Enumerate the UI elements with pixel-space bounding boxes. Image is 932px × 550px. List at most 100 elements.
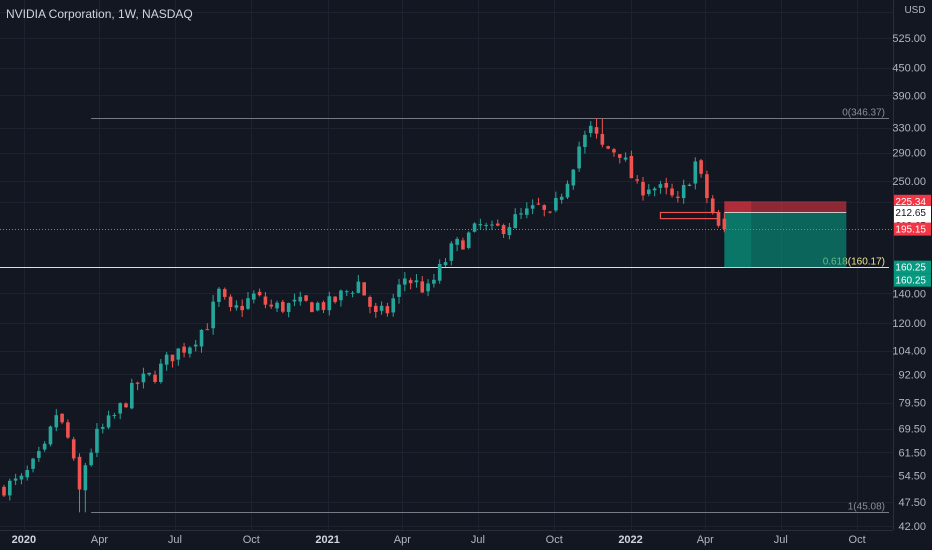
candle-body: [461, 240, 465, 250]
candle-body: [699, 160, 703, 174]
candle-body: [54, 415, 59, 428]
candle-body: [321, 302, 326, 310]
candle-body: [501, 225, 506, 234]
candle-body: [71, 439, 76, 459]
time-axis-label: Apr: [91, 534, 108, 546]
candle-body: [710, 198, 715, 213]
candle-body: [286, 303, 291, 312]
price-tag-label: 160.25: [895, 276, 926, 287]
price-axis-label: 61.50: [898, 447, 926, 459]
candle-body: [403, 278, 407, 285]
candle-body: [211, 301, 215, 329]
candle-body: [251, 293, 256, 300]
time-axis-label: Oct: [243, 534, 260, 546]
candle-body: [432, 279, 436, 284]
candle-body: [612, 149, 616, 153]
fib-retracement[interactable]: 0(346.37) 0.618(160.17) 1(45.08): [0, 108, 889, 513]
price-axis-label: 450.00: [892, 63, 926, 75]
candle-body: [617, 154, 622, 158]
candle-body: [368, 297, 372, 307]
candle-body: [356, 281, 361, 293]
candle-body: [542, 205, 547, 210]
candle-body: [594, 127, 599, 134]
candle-body: [228, 296, 233, 308]
candle-body: [536, 203, 541, 205]
candle-body: [234, 305, 239, 308]
price-tag: [894, 273, 931, 287]
candle-body: [281, 301, 285, 312]
candle-body: [327, 296, 332, 311]
candle-body: [408, 280, 413, 284]
candle-body: [19, 475, 24, 480]
candle-body: [66, 422, 70, 438]
currency-label[interactable]: USD: [901, 5, 929, 24]
candle-body: [588, 125, 593, 134]
candle-body: [199, 329, 204, 347]
candle-body: [240, 305, 244, 311]
candle-body: [426, 283, 430, 292]
price-axis-label: 92.00: [898, 369, 926, 381]
candle-body: [716, 211, 721, 226]
price-axis-label: 42.00: [898, 521, 926, 533]
position-target-progress: [724, 212, 752, 268]
candle-body: [89, 452, 93, 466]
candle-body: [641, 181, 645, 196]
candle-body: [147, 372, 152, 375]
candle-body: [42, 443, 47, 450]
candle-body: [658, 184, 663, 188]
chart-title: NVIDIA Corporation, 1W, NASDAQ: [6, 7, 193, 21]
candle-body: [95, 428, 99, 453]
candle-body: [263, 296, 268, 305]
candle-body: [548, 211, 552, 213]
fib-level-label: 1(45.08): [848, 502, 885, 513]
candle-body: [449, 243, 454, 261]
candle-body: [681, 184, 686, 199]
candle-body: [373, 305, 378, 312]
candle-body: [339, 290, 343, 301]
candle-body: [310, 302, 314, 313]
price-axis-label: 390.00: [892, 90, 926, 102]
position-stop-zone[interactable]: [724, 201, 847, 213]
candle-body: [583, 134, 587, 147]
candle-body: [379, 305, 384, 311]
price-axis-label: 525.00: [892, 33, 926, 45]
candle-body: [298, 296, 303, 302]
position-target-zone[interactable]: [724, 212, 847, 268]
candle-body: [420, 281, 425, 293]
time-axis-label: Apr: [394, 534, 411, 546]
candle-body: [217, 288, 221, 302]
candle-body: [77, 456, 82, 490]
candle-body: [100, 427, 105, 429]
price-axis-label: 140.00: [892, 288, 926, 300]
time-axis-label: Jul: [168, 534, 182, 546]
candle-body: [484, 224, 488, 226]
candle-body: [170, 354, 175, 362]
candle-body: [490, 224, 494, 226]
candle-body: [182, 346, 186, 353]
candle-body: [31, 458, 35, 469]
candle-body: [344, 291, 349, 293]
candles: [2, 118, 727, 513]
candle-body: [130, 382, 134, 409]
candle-body: [246, 298, 250, 309]
candle-body: [176, 348, 181, 360]
price-axis-label: 54.50: [898, 471, 926, 483]
time-axis-label: Oct: [849, 534, 866, 546]
candle-body: [118, 403, 122, 414]
fib-level-label: 0.618(160.17): [823, 257, 885, 268]
candle-body: [559, 196, 564, 200]
candle-body: [362, 282, 366, 296]
candle-body: [188, 347, 192, 354]
price-axis-label: 104.00: [892, 346, 926, 358]
position-tool[interactable]: [724, 201, 847, 268]
candle-body: [48, 426, 53, 445]
candle-body: [606, 146, 610, 149]
fib-level-label: 0(346.37): [842, 108, 885, 119]
candle-body: [350, 292, 355, 294]
candle-body: [141, 373, 146, 383]
candle-body: [153, 374, 157, 382]
candle-body: [25, 470, 30, 478]
candle-body: [385, 306, 390, 314]
candle-body: [13, 478, 18, 481]
